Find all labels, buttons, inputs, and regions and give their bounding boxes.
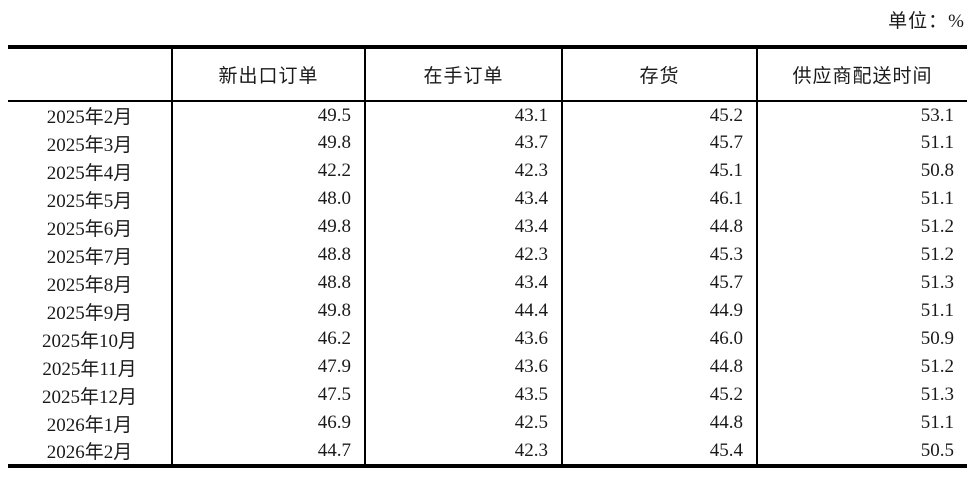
value-cell: 48.0 — [171, 185, 365, 213]
value-cell: 45.4 — [561, 437, 757, 466]
unit-label: 单位：% — [888, 11, 965, 32]
value-cell: 43.7 — [364, 129, 562, 157]
table-row: 2025年6月 49.8 43.4 44.8 51.2 — [8, 213, 967, 241]
value-cell: 45.2 — [561, 101, 757, 129]
month-cell: 2025年11月 — [42, 358, 137, 380]
value-cell: 49.8 — [171, 129, 365, 157]
value-cell: 50.5 — [756, 437, 967, 466]
table-row: 2025年9月 49.8 44.4 44.9 51.1 — [8, 297, 967, 325]
value-cell: 44.9 — [561, 297, 757, 325]
value-cell: 47.9 — [171, 353, 365, 381]
value-cell: 51.1 — [756, 185, 967, 213]
value-cell: 47.5 — [171, 381, 365, 409]
value-cell: 43.6 — [364, 325, 562, 353]
month-cell: 2025年8月 — [46, 274, 133, 296]
value-cell: 46.0 — [561, 325, 757, 353]
month-cell: 2025年4月 — [46, 162, 133, 184]
header-row: 新出口订单 在手订单 存货 供应商配送时间 — [8, 47, 967, 102]
column-header-inventory: 存货 — [561, 47, 757, 102]
value-cell: 44.4 — [364, 297, 562, 325]
column-header-new-export-orders: 新出口订单 — [171, 47, 365, 102]
table-row: 2026年1月 46.9 42.5 44.8 51.1 — [8, 409, 967, 437]
value-cell: 43.1 — [364, 101, 562, 129]
value-cell: 42.2 — [171, 157, 365, 185]
month-cell: 2025年12月 — [41, 386, 137, 408]
table-row: 2025年12月 47.5 43.5 45.2 51.3 — [8, 381, 967, 409]
value-cell: 46.2 — [171, 325, 365, 353]
value-cell: 53.1 — [756, 101, 967, 129]
table-row: 2025年2月 49.5 43.1 45.2 53.1 — [8, 101, 967, 129]
table-body: 2025年2月 49.5 43.1 45.2 53.1 2025年3月 49.8 43.7 45… — [8, 101, 967, 466]
table-row: 2025年3月 49.8 43.7 45.7 51.1 — [8, 129, 967, 157]
value-cell: 51.2 — [756, 213, 967, 241]
table-row: 2025年11月 47.9 43.6 44.8 51.2 — [8, 353, 967, 381]
value-cell: 44.8 — [561, 409, 757, 437]
value-cell: 48.8 — [171, 241, 365, 269]
value-cell: 49.5 — [171, 101, 365, 129]
month-cell: 2025年3月 — [46, 134, 133, 156]
table-row: 2025年4月 42.2 42.3 45.1 50.8 — [8, 157, 967, 185]
value-cell: 51.3 — [756, 381, 967, 409]
column-header-orders-in-hand: 在手订单 — [364, 47, 562, 102]
value-cell: 49.8 — [171, 297, 365, 325]
month-cell: 2025年5月 — [46, 190, 133, 212]
value-cell: 51.3 — [756, 269, 967, 297]
value-cell: 46.9 — [171, 409, 365, 437]
data-table: 新出口订单 在手订单 存货 供应商配送时间 2025年2月 49.5 43.1 45.… — [8, 45, 967, 468]
month-cell: 2025年9月 — [46, 302, 133, 324]
value-cell: 49.8 — [171, 213, 365, 241]
value-cell: 43.6 — [364, 353, 562, 381]
value-cell: 45.7 — [561, 129, 757, 157]
value-cell: 45.2 — [561, 381, 757, 409]
value-cell: 42.3 — [364, 241, 562, 269]
month-cell: 2025年6月 — [46, 218, 133, 240]
table-row: 2025年10月 46.2 43.6 46.0 50.9 — [8, 325, 967, 353]
column-header-supplier-delivery-time: 供应商配送时间 — [756, 47, 967, 102]
value-cell: 50.9 — [756, 325, 967, 353]
value-cell: 48.8 — [171, 269, 365, 297]
value-cell: 51.1 — [756, 297, 967, 325]
value-cell: 44.8 — [561, 353, 757, 381]
value-cell: 42.3 — [364, 157, 562, 185]
value-cell: 50.8 — [756, 157, 967, 185]
value-cell: 51.2 — [756, 241, 967, 269]
month-cell: 2026年1月 — [46, 414, 133, 436]
value-cell: 44.7 — [171, 437, 365, 466]
value-cell: 42.5 — [364, 409, 562, 437]
value-cell: 43.4 — [364, 213, 562, 241]
month-cell: 2026年2月 — [46, 442, 133, 463]
table-row: 2025年7月 48.8 42.3 45.3 51.2 — [8, 241, 967, 269]
value-cell: 45.3 — [561, 241, 757, 269]
table-row: 2025年8月 48.8 43.4 45.7 51.3 — [8, 269, 967, 297]
month-cell: 2025年10月 — [41, 330, 137, 352]
value-cell: 45.7 — [561, 269, 757, 297]
table-row: 2026年2月 44.7 42.3 45.4 50.5 — [8, 437, 967, 466]
value-cell: 43.4 — [364, 185, 562, 213]
value-cell: 42.3 — [364, 437, 562, 466]
value-cell: 51.1 — [756, 409, 967, 437]
value-cell: 51.2 — [756, 353, 967, 381]
value-cell: 46.1 — [561, 185, 757, 213]
column-header-month — [8, 47, 172, 102]
value-cell: 51.1 — [756, 129, 967, 157]
value-cell: 43.5 — [364, 381, 562, 409]
month-cell: 2025年7月 — [46, 246, 133, 268]
value-cell: 44.8 — [561, 213, 757, 241]
value-cell: 43.4 — [364, 269, 562, 297]
month-cell: 2025年2月 — [46, 107, 133, 128]
table-row: 2025年5月 48.0 43.4 46.1 51.1 — [8, 185, 967, 213]
value-cell: 45.1 — [561, 157, 757, 185]
